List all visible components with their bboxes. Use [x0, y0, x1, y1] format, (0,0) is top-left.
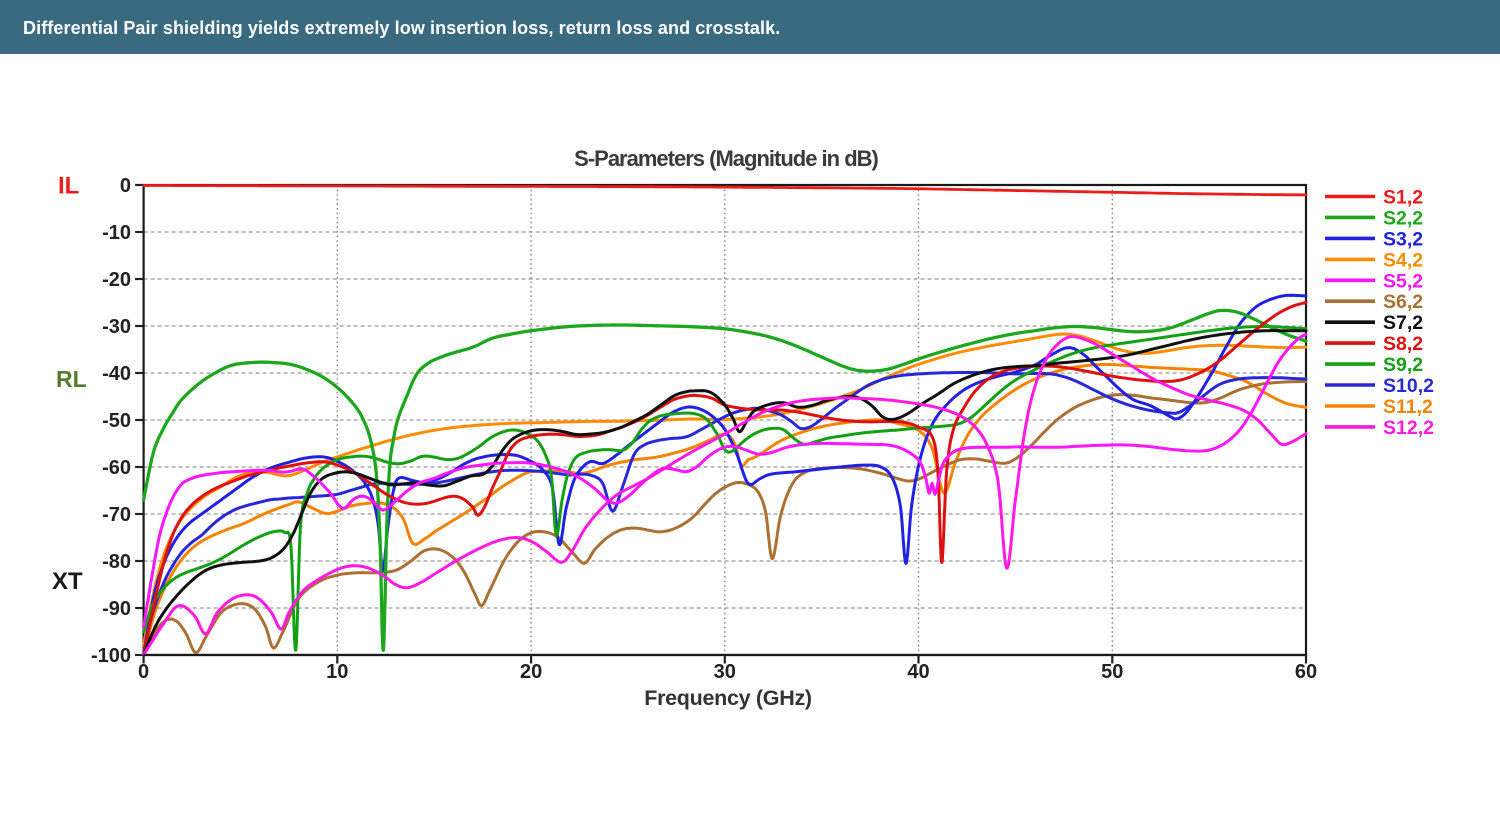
svg-text:-10: -10: [102, 222, 131, 244]
svg-text:S3,2: S3,2: [1383, 228, 1423, 250]
svg-text:20: 20: [520, 661, 542, 683]
svg-text:30: 30: [714, 661, 736, 683]
svg-text:-100: -100: [91, 645, 131, 667]
svg-text:S7,2: S7,2: [1383, 312, 1423, 334]
svg-text:-30: -30: [102, 316, 131, 338]
svg-text:-90: -90: [102, 598, 131, 620]
svg-text:-70: -70: [102, 504, 131, 526]
svg-text:S12,2: S12,2: [1383, 417, 1434, 439]
svg-text:-80: -80: [102, 551, 131, 573]
svg-text:S6,2: S6,2: [1383, 291, 1423, 313]
svg-text:-60: -60: [102, 457, 131, 479]
svg-text:S-Parameters (Magnitude in dB): S-Parameters (Magnitude in dB): [574, 146, 878, 171]
svg-text:S1,2: S1,2: [1383, 187, 1423, 209]
svg-text:S4,2: S4,2: [1383, 249, 1423, 271]
svg-text:50: 50: [1101, 661, 1123, 683]
svg-text:40: 40: [907, 661, 929, 683]
svg-text:S10,2: S10,2: [1383, 375, 1434, 397]
svg-text:S2,2: S2,2: [1383, 207, 1423, 229]
svg-text:XT: XT: [52, 568, 83, 595]
svg-text:S9,2: S9,2: [1383, 354, 1423, 376]
svg-text:S5,2: S5,2: [1383, 270, 1423, 292]
svg-text:60: 60: [1295, 661, 1317, 683]
svg-text:IL: IL: [58, 173, 79, 200]
svg-text:0: 0: [138, 661, 149, 683]
svg-text:-40: -40: [102, 363, 131, 385]
svg-text:0: 0: [120, 175, 131, 197]
svg-text:S8,2: S8,2: [1383, 333, 1423, 355]
svg-text:10: 10: [326, 661, 348, 683]
svg-text:RL: RL: [56, 366, 87, 392]
svg-text:S11,2: S11,2: [1383, 396, 1433, 418]
svg-text:-20: -20: [102, 269, 131, 291]
svg-text:Frequency (GHz): Frequency (GHz): [644, 686, 812, 710]
svg-text:-50: -50: [102, 410, 131, 432]
